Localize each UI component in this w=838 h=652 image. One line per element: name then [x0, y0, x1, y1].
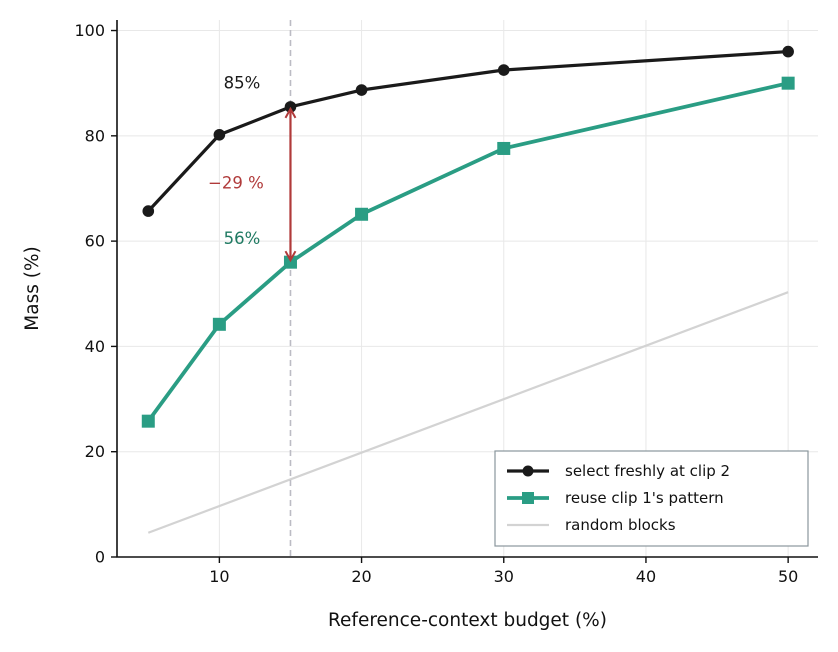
y-tick-label: 40 — [85, 337, 105, 356]
data-point-select-freshly — [782, 45, 794, 58]
y-tick-label: 60 — [85, 232, 105, 251]
legend-marker — [522, 492, 534, 504]
legend: select freshly at clip 2 reuse clip 1's p… — [494, 450, 809, 547]
y-tick-label: 80 — [85, 126, 105, 145]
y-tick-label: 0 — [95, 548, 105, 567]
data-point-reuse-pattern — [497, 141, 511, 155]
data-point-reuse-pattern — [212, 317, 226, 331]
series-line-select-freshly — [147, 49, 789, 213]
axes: 10 20 30 40 50 0 20 40 60 80 100 — [74, 20, 818, 586]
x-tick-label: 10 — [209, 567, 229, 586]
series — [141, 45, 795, 428]
data-point-reuse-pattern — [355, 207, 369, 221]
legend-label: reuse clip 1's pattern — [565, 489, 724, 507]
data-point-reuse-pattern — [781, 76, 795, 90]
x-tick-label: 50 — [778, 567, 798, 586]
x-tick-label: 20 — [351, 567, 371, 586]
legend-marker — [522, 465, 534, 477]
annotation-label: 56% — [224, 229, 261, 248]
x-tick-label: 30 — [494, 567, 514, 586]
y-tick-label: 100 — [74, 21, 105, 40]
data-point-select-freshly — [497, 64, 510, 76]
legend-label: select freshly at clip 2 — [565, 462, 730, 480]
series-line-reuse-pattern — [146, 81, 789, 423]
data-point-select-freshly — [355, 84, 368, 96]
x-axis-title: Reference-context budget (%) — [328, 610, 607, 631]
x-tick-label: 40 — [636, 567, 656, 586]
data-point-select-freshly — [213, 128, 226, 141]
y-tick-label: 20 — [85, 442, 105, 461]
annotations: 85% 56% −29 % — [208, 73, 264, 247]
series-line-random-blocks — [147, 291, 789, 534]
annotation-label: 85% — [224, 73, 261, 92]
data-point-reuse-pattern — [141, 414, 155, 428]
random-blocks-series — [147, 291, 789, 534]
legend-label: random blocks — [565, 516, 676, 534]
annotation-label: −29 % — [208, 173, 264, 192]
data-point-select-freshly — [142, 205, 155, 217]
y-axis-title: Mass (%) — [22, 246, 43, 330]
